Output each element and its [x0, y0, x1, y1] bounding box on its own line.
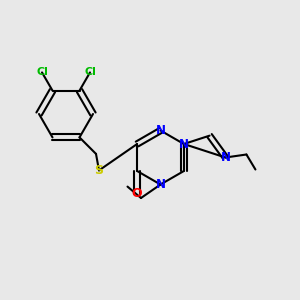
Text: Cl: Cl: [84, 68, 96, 77]
Text: S: S: [94, 164, 103, 177]
Text: N: N: [220, 151, 230, 164]
Text: Cl: Cl: [36, 68, 48, 77]
Text: O: O: [132, 187, 142, 200]
Text: N: N: [155, 178, 166, 191]
Text: N: N: [179, 137, 189, 151]
Text: N: N: [155, 124, 166, 137]
